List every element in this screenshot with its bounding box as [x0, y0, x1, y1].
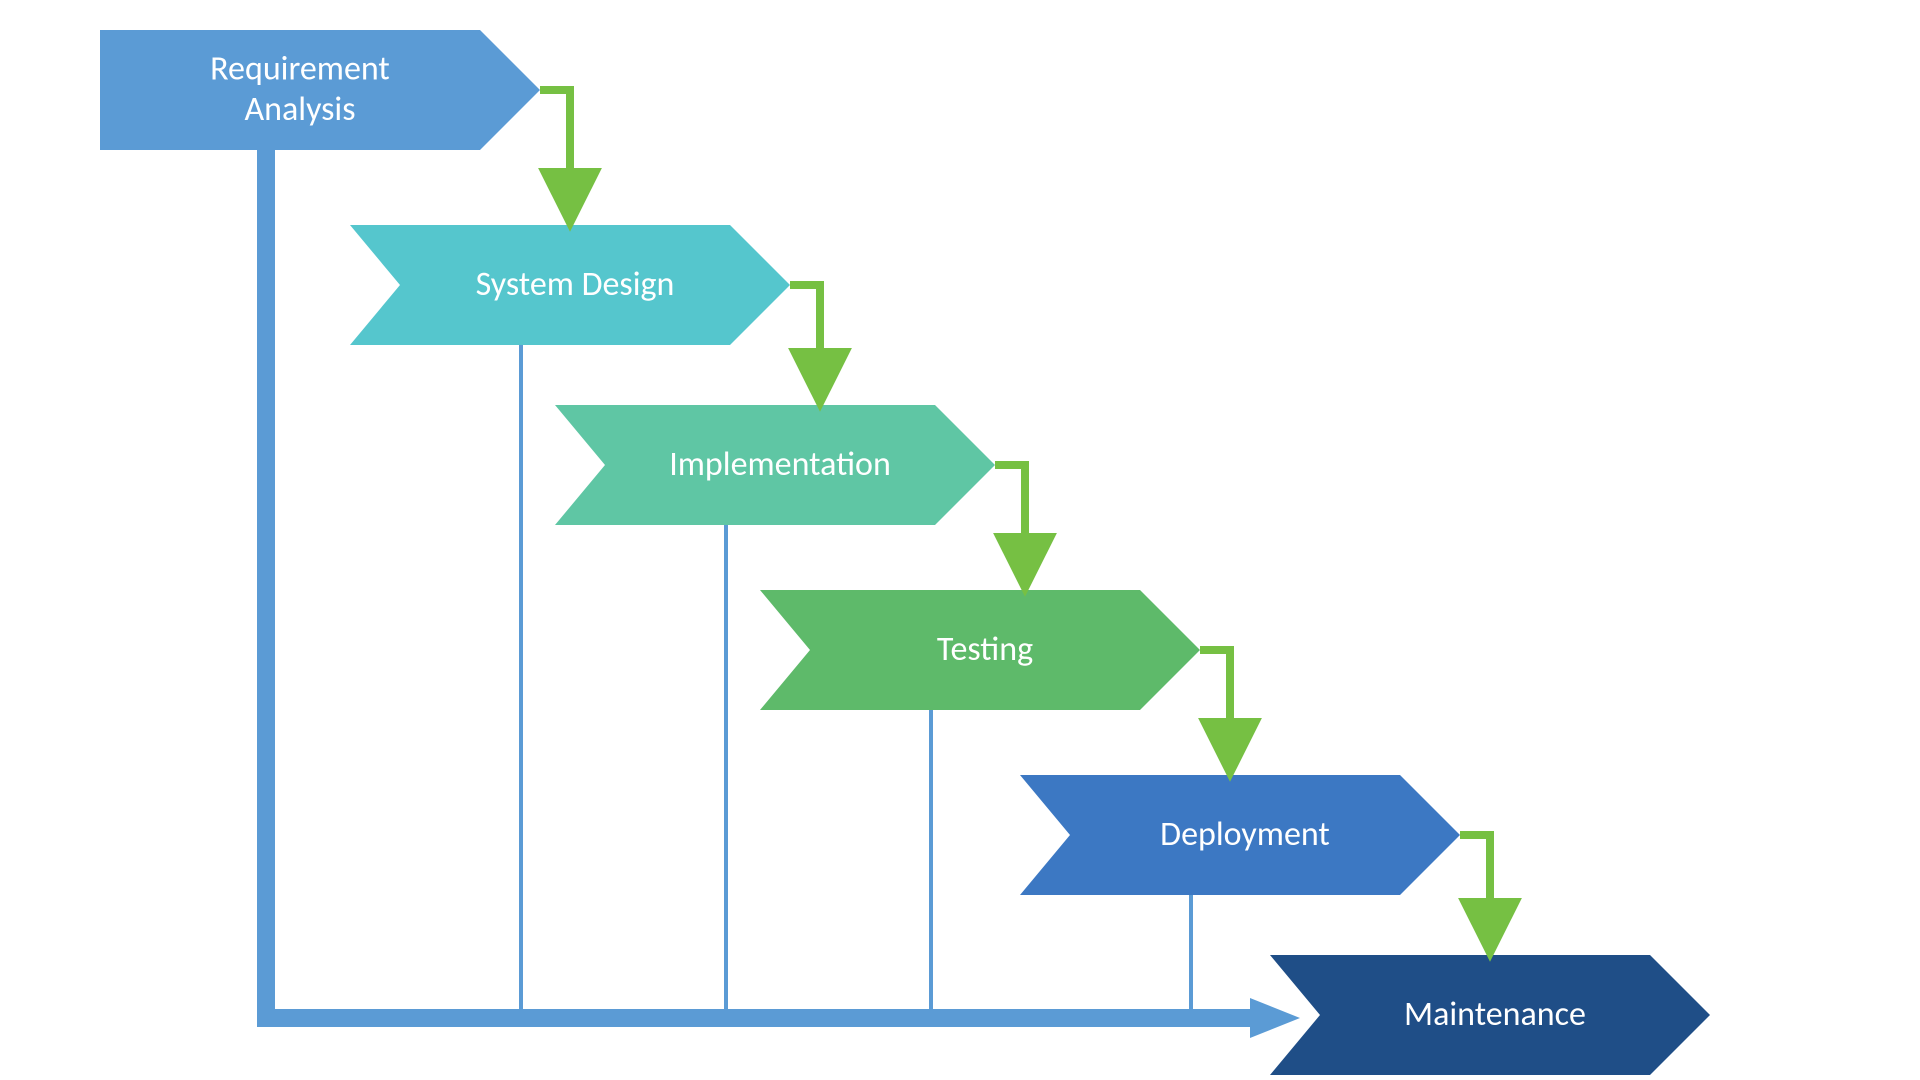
bottom-arrow-shaft — [257, 1009, 1250, 1027]
chevrons-layer: RequirementAnalysis System Design Implemen… — [100, 30, 1710, 1075]
stage-label-deploy: Deployment — [1160, 814, 1330, 855]
connector-impl-to-test — [995, 465, 1025, 584]
stage-label-impl: Implementation — [669, 444, 891, 485]
connector-deploy-to-maint — [1460, 835, 1490, 949]
waterfall-diagram: RequirementAnalysis System Design Implemen… — [0, 0, 1920, 1080]
stage-label-design: System Design — [476, 264, 675, 305]
diagram-svg: RequirementAnalysis System Design Implemen… — [0, 0, 1920, 1080]
connector-design-to-impl — [790, 285, 820, 399]
stage-label-req-line1: Requirement — [210, 48, 390, 89]
first-stage-vertical-bar — [257, 150, 275, 1027]
bottom-arrow-head — [1250, 998, 1300, 1038]
stage-label-maint: Maintenance — [1404, 994, 1586, 1035]
stage-label-req-line2: Analysis — [244, 89, 355, 130]
connector-test-to-deploy — [1200, 650, 1230, 769]
stage-label-test: Testing — [937, 629, 1033, 670]
connector-req-to-design — [540, 90, 570, 219]
